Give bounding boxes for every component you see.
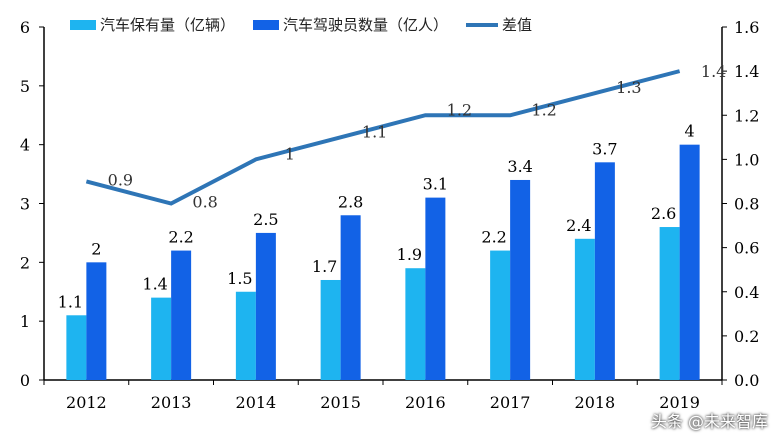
- right-tick-label: 0.4: [734, 283, 759, 302]
- right-tick-label: 1.0: [734, 150, 759, 169]
- left-tick-label: 6: [20, 18, 30, 37]
- data-label-diff: 1.4: [701, 62, 726, 81]
- bar-vehicles: [320, 279, 341, 380]
- legend-swatch: [466, 22, 499, 27]
- data-label-drivers: 2.8: [338, 192, 363, 211]
- bar-drivers: [340, 215, 361, 380]
- bar-drivers: [510, 179, 531, 380]
- data-label-diff: 1: [285, 144, 295, 163]
- left-tick-label: 3: [20, 195, 30, 214]
- x-tick-label: 2012: [66, 393, 107, 412]
- bar-drivers: [171, 250, 192, 380]
- legend-swatch: [253, 19, 280, 30]
- right-tick-label: 0.6: [734, 239, 759, 258]
- left-tick-label: 2: [20, 253, 30, 272]
- data-label-drivers: 3.7: [592, 139, 617, 158]
- legend-item-drivers: 汽车驾驶员数量（亿人）: [253, 14, 448, 35]
- bar-drivers: [594, 162, 615, 380]
- left-tick-label: 1: [20, 312, 30, 331]
- data-label-vehicles: 1.9: [397, 245, 422, 264]
- bar-vehicles: [490, 250, 511, 380]
- x-tick-label: 2018: [575, 393, 616, 412]
- bar-drivers: [425, 197, 446, 380]
- data-label-diff: 1.2: [447, 100, 472, 119]
- right-tick-label: 0.8: [734, 195, 759, 214]
- data-label-drivers: 2.2: [168, 228, 193, 247]
- right-tick-label: 0.0: [734, 371, 759, 390]
- right-tick-label: 1.2: [734, 106, 759, 125]
- bar-vehicles: [659, 227, 680, 380]
- legend: 汽车保有量（亿辆） 汽车驾驶员数量（亿人） 差值: [70, 14, 550, 35]
- legend-swatch: [70, 19, 96, 30]
- bar-vehicles: [66, 315, 87, 380]
- data-label-vehicles: 1.5: [227, 269, 252, 288]
- data-label-drivers: 4: [685, 122, 695, 141]
- bar-drivers: [679, 144, 700, 380]
- diff-line: [85, 69, 681, 206]
- legend-label: 汽车驾驶员数量（亿人）: [283, 16, 449, 34]
- right-tick-label: 1.4: [734, 62, 759, 81]
- bar-vehicles: [405, 268, 426, 380]
- data-label-vehicles: 1.4: [142, 275, 167, 294]
- data-label-vehicles: 2.2: [481, 228, 506, 247]
- data-label-vehicles: 2.6: [651, 204, 676, 223]
- x-tick-label: 2019: [659, 393, 700, 412]
- data-label-diff: 1.2: [531, 100, 556, 119]
- data-label-diff: 0.8: [192, 193, 217, 212]
- bar-drivers: [86, 262, 107, 380]
- x-tick-label: 2014: [236, 393, 277, 412]
- data-label-vehicles: 2.4: [566, 216, 591, 235]
- data-label-drivers: 2.5: [253, 210, 278, 229]
- data-label-vehicles: 1.7: [312, 257, 337, 276]
- right-tick-label: 1.6: [734, 18, 759, 37]
- bar-vehicles: [151, 297, 172, 380]
- data-label-drivers: 3.1: [423, 175, 448, 194]
- x-tick-label: 2013: [151, 393, 192, 412]
- right-tick-label: 0.2: [734, 327, 759, 346]
- data-label-diff: 1.3: [616, 78, 641, 97]
- legend-item-diff: 差值: [466, 14, 532, 35]
- left-tick-label: 5: [20, 77, 30, 96]
- x-tick-label: 2016: [405, 393, 446, 412]
- x-tick-label: 2017: [490, 393, 531, 412]
- legend-label: 差值: [502, 16, 533, 34]
- watermark: 头条 @未来智库: [650, 412, 768, 431]
- data-label-diff: 0.9: [108, 170, 133, 189]
- data-label-drivers: 3.4: [507, 157, 532, 176]
- bar-vehicles: [574, 238, 595, 380]
- data-label-vehicles: 1.1: [58, 292, 83, 311]
- bar-drivers: [255, 232, 276, 380]
- legend-label: 汽车保有量（亿辆）: [100, 16, 236, 34]
- data-label-diff: 1.1: [362, 122, 387, 141]
- left-tick-label: 4: [20, 136, 30, 155]
- x-tick-label: 2015: [320, 393, 361, 412]
- left-tick-label: 0: [20, 371, 30, 390]
- bar-vehicles: [235, 291, 256, 380]
- legend-item-vehicles: 汽车保有量（亿辆）: [70, 14, 235, 35]
- data-label-drivers: 2: [91, 239, 101, 258]
